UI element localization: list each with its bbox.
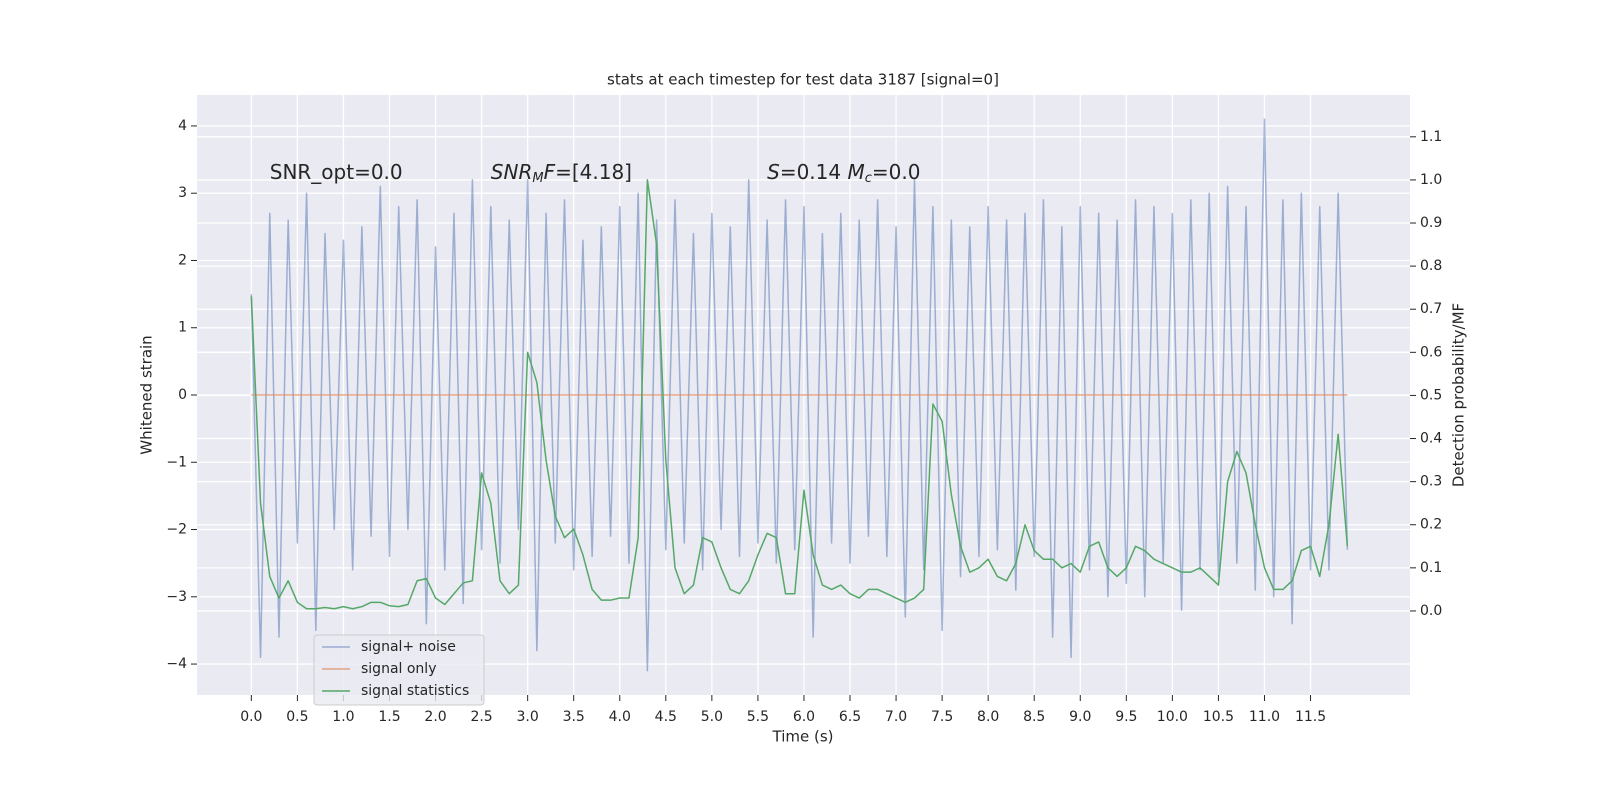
y2-tick-label: 0.8 [1420,258,1442,274]
annotation-part: =0.14 [780,160,848,184]
x-tick-label: 9.0 [1069,709,1091,725]
x-tick-label: 8.0 [977,709,999,725]
annotation: SNRMF=[4.18] [491,160,632,186]
chart-title: stats at each timestep for test data 318… [607,71,999,89]
y2-tick-label: 0.0 [1420,603,1442,619]
y2-tick-label: 1.1 [1420,129,1442,145]
legend-label: signal only [361,661,436,677]
y2-tick-label: 0.4 [1420,431,1442,447]
annotation: S=0.14 Mc=0.0 [767,160,920,186]
y2-tick-label: 0.3 [1420,474,1442,490]
series-line [250,179,1349,610]
annotation-part: SNR [491,160,533,184]
x-tick-label: 3.0 [517,709,539,725]
annotation-part: M [532,171,543,186]
y2-tick-label: 0.7 [1420,301,1442,317]
annotation-part: SNR_opt=0.0 [270,160,403,184]
x-tick-label: 2.5 [470,709,492,725]
x-axis-label: Time (s) [772,728,834,746]
x-tick-label: 6.0 [793,709,815,725]
x-tick-label: 0.0 [240,709,262,725]
x-tick-label: 10.5 [1203,709,1234,725]
annotation-part: c [865,171,872,186]
y-tick-label: 0 [178,387,187,403]
annotation-part: =[4.18] [555,160,632,184]
x-tick-label: 1.0 [332,709,354,725]
x-tick-label: 11.0 [1249,709,1280,725]
y-tick-label: 2 [178,252,187,268]
x-tick-label: 4.5 [655,709,677,725]
y2-tick-label: 0.6 [1420,344,1442,360]
x-tick-label: 10.0 [1157,709,1188,725]
y2-tick-label: 0.9 [1420,215,1442,231]
y2-tick-label: 0.2 [1420,517,1442,533]
legend-label: signal statistics [361,683,469,699]
annotation-part: S [767,160,780,184]
y-tick-label: 4 [178,118,187,134]
x-tick-label: 11.5 [1295,709,1326,725]
x-tick-label: 6.5 [839,709,861,725]
x-tick-label: 5.5 [747,709,769,725]
y-tick-label: −1 [166,454,187,470]
annotation-part: F [544,160,556,184]
y-tick-label: −2 [166,522,187,538]
y2-tick-label: 1.0 [1420,172,1442,188]
legend: signal+ noise signal only signal statistic… [313,634,485,706]
y-tick-label: 3 [178,185,187,201]
y-tick-label: 1 [178,320,187,336]
legend-box [313,634,485,706]
x-tick-label: 9.5 [1115,709,1137,725]
x-tick-label: 7.0 [885,709,907,725]
x-tick-label: 5.0 [701,709,723,725]
y2-tick-label: 0.1 [1420,560,1442,576]
series-line [250,118,1349,672]
x-tick-label: 7.5 [931,709,953,725]
x-tick-label: 4.0 [609,709,631,725]
y-axis-label: Whitened strain [138,335,156,454]
y-tick-label: −3 [166,589,187,605]
x-tick-label: 1.5 [378,709,400,725]
annotation-part: =0.0 [872,160,921,184]
y2-axis-label: Detection probability/MF [1450,303,1468,487]
annotation-part: M [847,160,864,184]
x-tick-label: 2.0 [424,709,446,725]
x-tick-label: 0.5 [286,709,308,725]
x-tick-label: 3.5 [563,709,585,725]
x-tick-label: 8.5 [1023,709,1045,725]
annotation: SNR_opt=0.0 [270,160,403,184]
y-tick-label: −4 [166,656,187,672]
y2-tick-label: 0.5 [1420,387,1442,403]
legend-label: signal+ noise [361,639,456,655]
